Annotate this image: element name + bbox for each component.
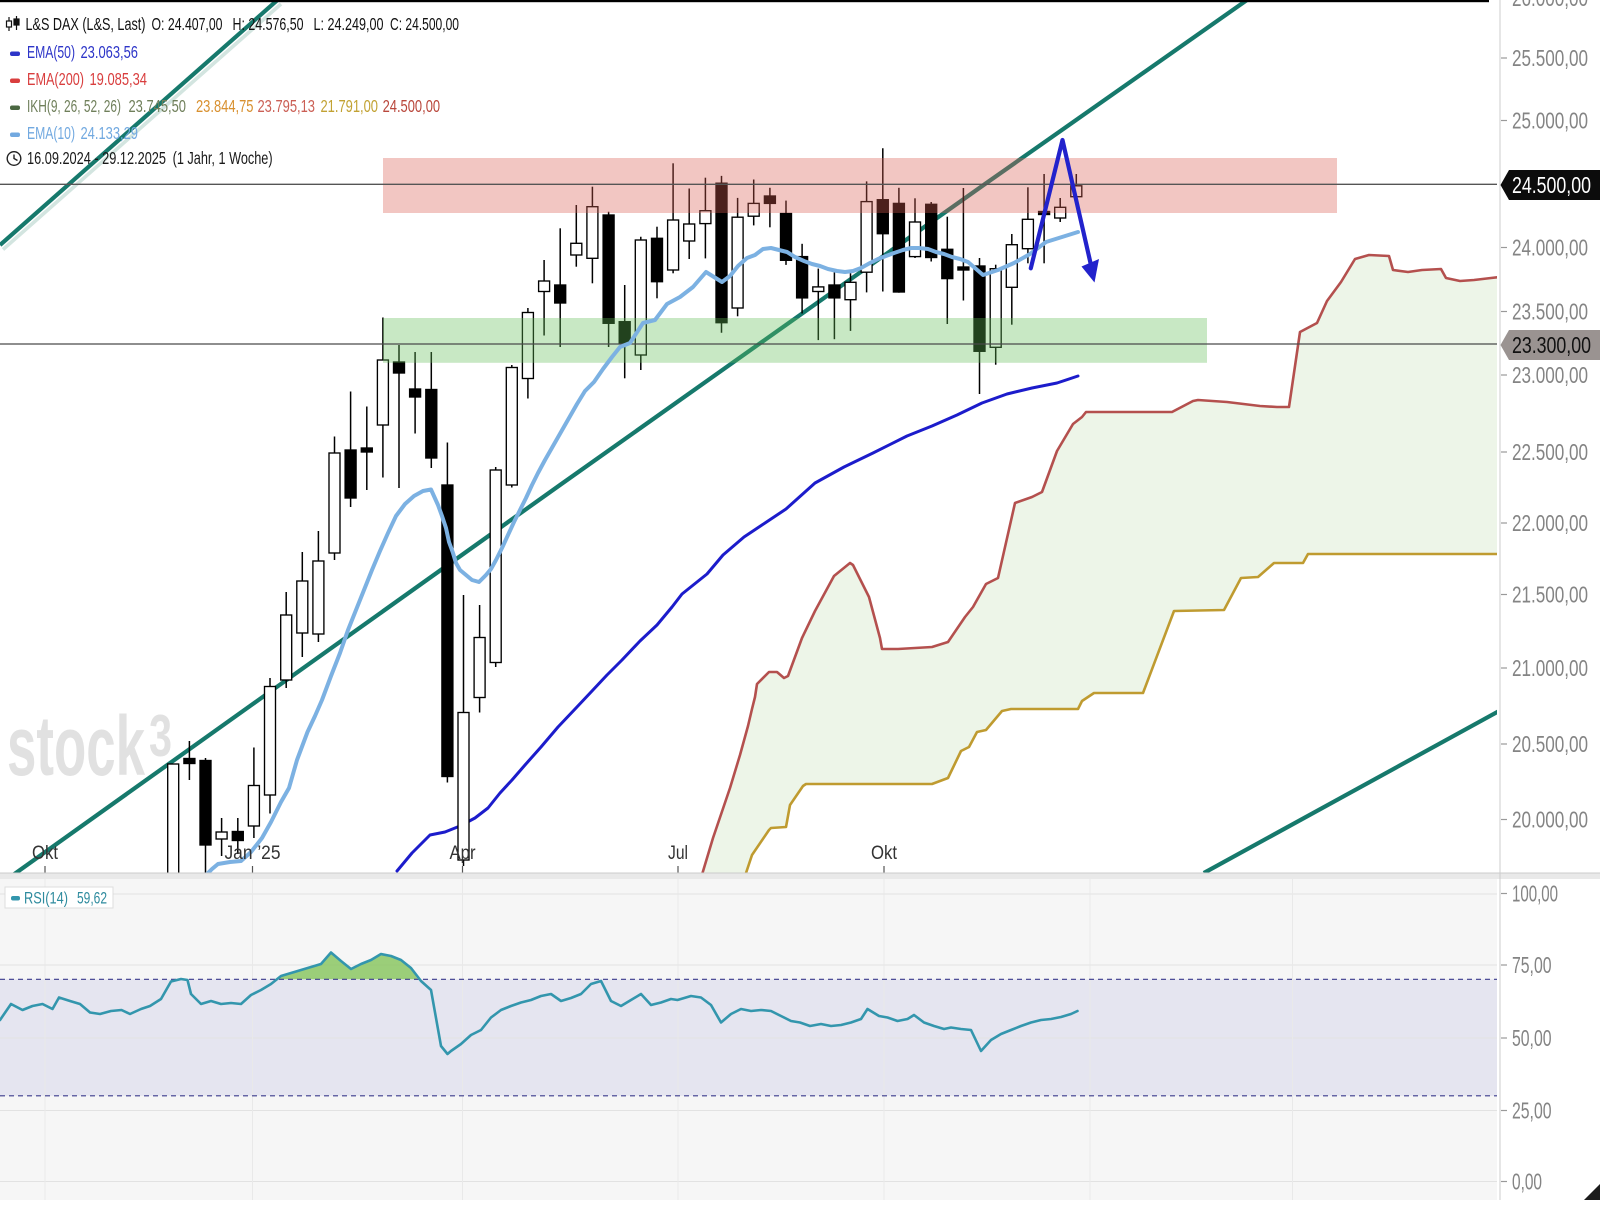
svg-text:Jul: Jul — [668, 841, 688, 863]
svg-text:EMA(200)19.085,34: EMA(200) 19.085,34 — [27, 70, 147, 89]
svg-text:RSI(14)59,62: RSI(14) 59,62 — [24, 889, 107, 908]
svg-text:20.500,00: 20.500,00 — [1512, 733, 1588, 758]
svg-text:Jan ’25: Jan ’25 — [225, 841, 281, 863]
svg-text:50,00: 50,00 — [1512, 1027, 1552, 1052]
svg-text:21.000,00: 21.000,00 — [1512, 657, 1588, 682]
svg-text:20.000,00: 20.000,00 — [1512, 808, 1588, 833]
svg-text:23.000,00: 23.000,00 — [1512, 364, 1588, 389]
svg-text:L&S DAX (L&S, Last)O: 24.407,0: L&S DAX (L&S, Last) O: 24.407,00 H: 24.576… — [26, 15, 460, 34]
svg-text:23.500,00: 23.500,00 — [1512, 300, 1588, 325]
svg-text:16.09.2024 - 29.12.2025(1 Jahr: 16.09.2024 - 29.12.2025 (1 Jahr, 1 Woche) — [27, 149, 273, 168]
svg-text:22.000,00: 22.000,00 — [1512, 512, 1588, 537]
svg-text:75,00: 75,00 — [1512, 954, 1552, 979]
svg-text:EMA(50)23.063,56: EMA(50) 23.063,56 — [27, 43, 138, 62]
svg-text:25,00: 25,00 — [1512, 1099, 1552, 1124]
svg-text:21.500,00: 21.500,00 — [1512, 583, 1588, 608]
svg-text:100,00: 100,00 — [1512, 882, 1558, 907]
svg-text:3: 3 — [149, 703, 172, 769]
svg-text:Okt: Okt — [871, 841, 897, 863]
svg-text:EMA(10)24.133,29: EMA(10) 24.133,29 — [27, 124, 138, 143]
svg-text:25.500,00: 25.500,00 — [1512, 47, 1588, 72]
svg-text:24.500,00: 24.500,00 — [1512, 174, 1591, 199]
svg-text:22.500,00: 22.500,00 — [1512, 441, 1588, 466]
svg-text:24.000,00: 24.000,00 — [1512, 236, 1588, 261]
svg-text:stock: stock — [7, 699, 145, 794]
svg-text:0,00: 0,00 — [1512, 1170, 1542, 1195]
svg-text:26.000,00: 26.000,00 — [1512, 0, 1588, 12]
svg-text:Apr: Apr — [450, 841, 476, 863]
svg-text:Okt: Okt — [32, 841, 58, 863]
svg-text:25.000,00: 25.000,00 — [1512, 109, 1588, 134]
svg-text:23.300,00: 23.300,00 — [1512, 334, 1591, 359]
